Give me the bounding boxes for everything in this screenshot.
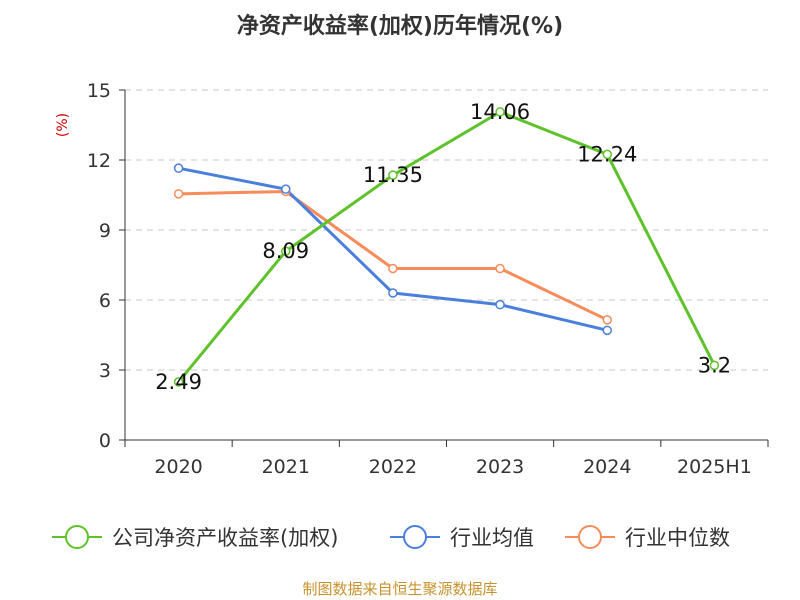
data-point [173,377,184,387]
data-label: 11.35 [363,163,423,187]
data-point [281,246,291,256]
y-axis-label: (%) [55,113,71,137]
data-point [388,288,398,298]
source-note: 制图数据来自恒生聚源数据库 [302,580,498,598]
y-tick-label: 6 [99,290,111,312]
x-tick-label: 2020 [154,456,202,478]
data-point [388,263,398,274]
legend-label: 行业中位数 [625,526,730,550]
data-label: 2.49 [155,370,202,394]
data-point [602,315,612,325]
data-point [173,163,184,173]
data-point [388,170,398,180]
data-point [602,149,612,160]
x-tick-label: 2021 [262,456,310,478]
legend-label: 公司净资产收益率(加权) [112,526,338,550]
legend-marker [403,525,427,549]
data-point [495,107,505,117]
y-tick-label: 12 [87,150,111,172]
x-tick-label: 2025H1 [677,456,752,478]
data-point [602,325,612,336]
y-tick-label: 0 [99,430,111,452]
legend-marker [578,525,602,549]
data-point [173,189,184,199]
legend-label: 行业均值 [450,526,534,550]
series-line-0 [177,110,716,384]
x-tick-label: 2023 [476,456,524,478]
series-line-2 [177,190,609,322]
data-point [495,263,505,274]
y-tick-label: 3 [99,360,111,382]
data-label: 3.2 [698,353,731,377]
data-label: 12.24 [577,142,637,166]
data-point [495,299,505,310]
data-label: 8.09 [262,239,309,263]
data-label: 14.06 [470,100,530,124]
chart-title: 净资产收益率(加权)历年情况(%) [236,14,564,39]
x-tick-label: 2022 [369,456,417,478]
data-point [709,360,720,371]
x-tick-label: 2024 [583,456,631,478]
y-tick-label: 9 [99,220,111,242]
y-tick-label: 15 [87,80,111,102]
legend-marker [65,525,89,549]
data-point [281,184,291,194]
